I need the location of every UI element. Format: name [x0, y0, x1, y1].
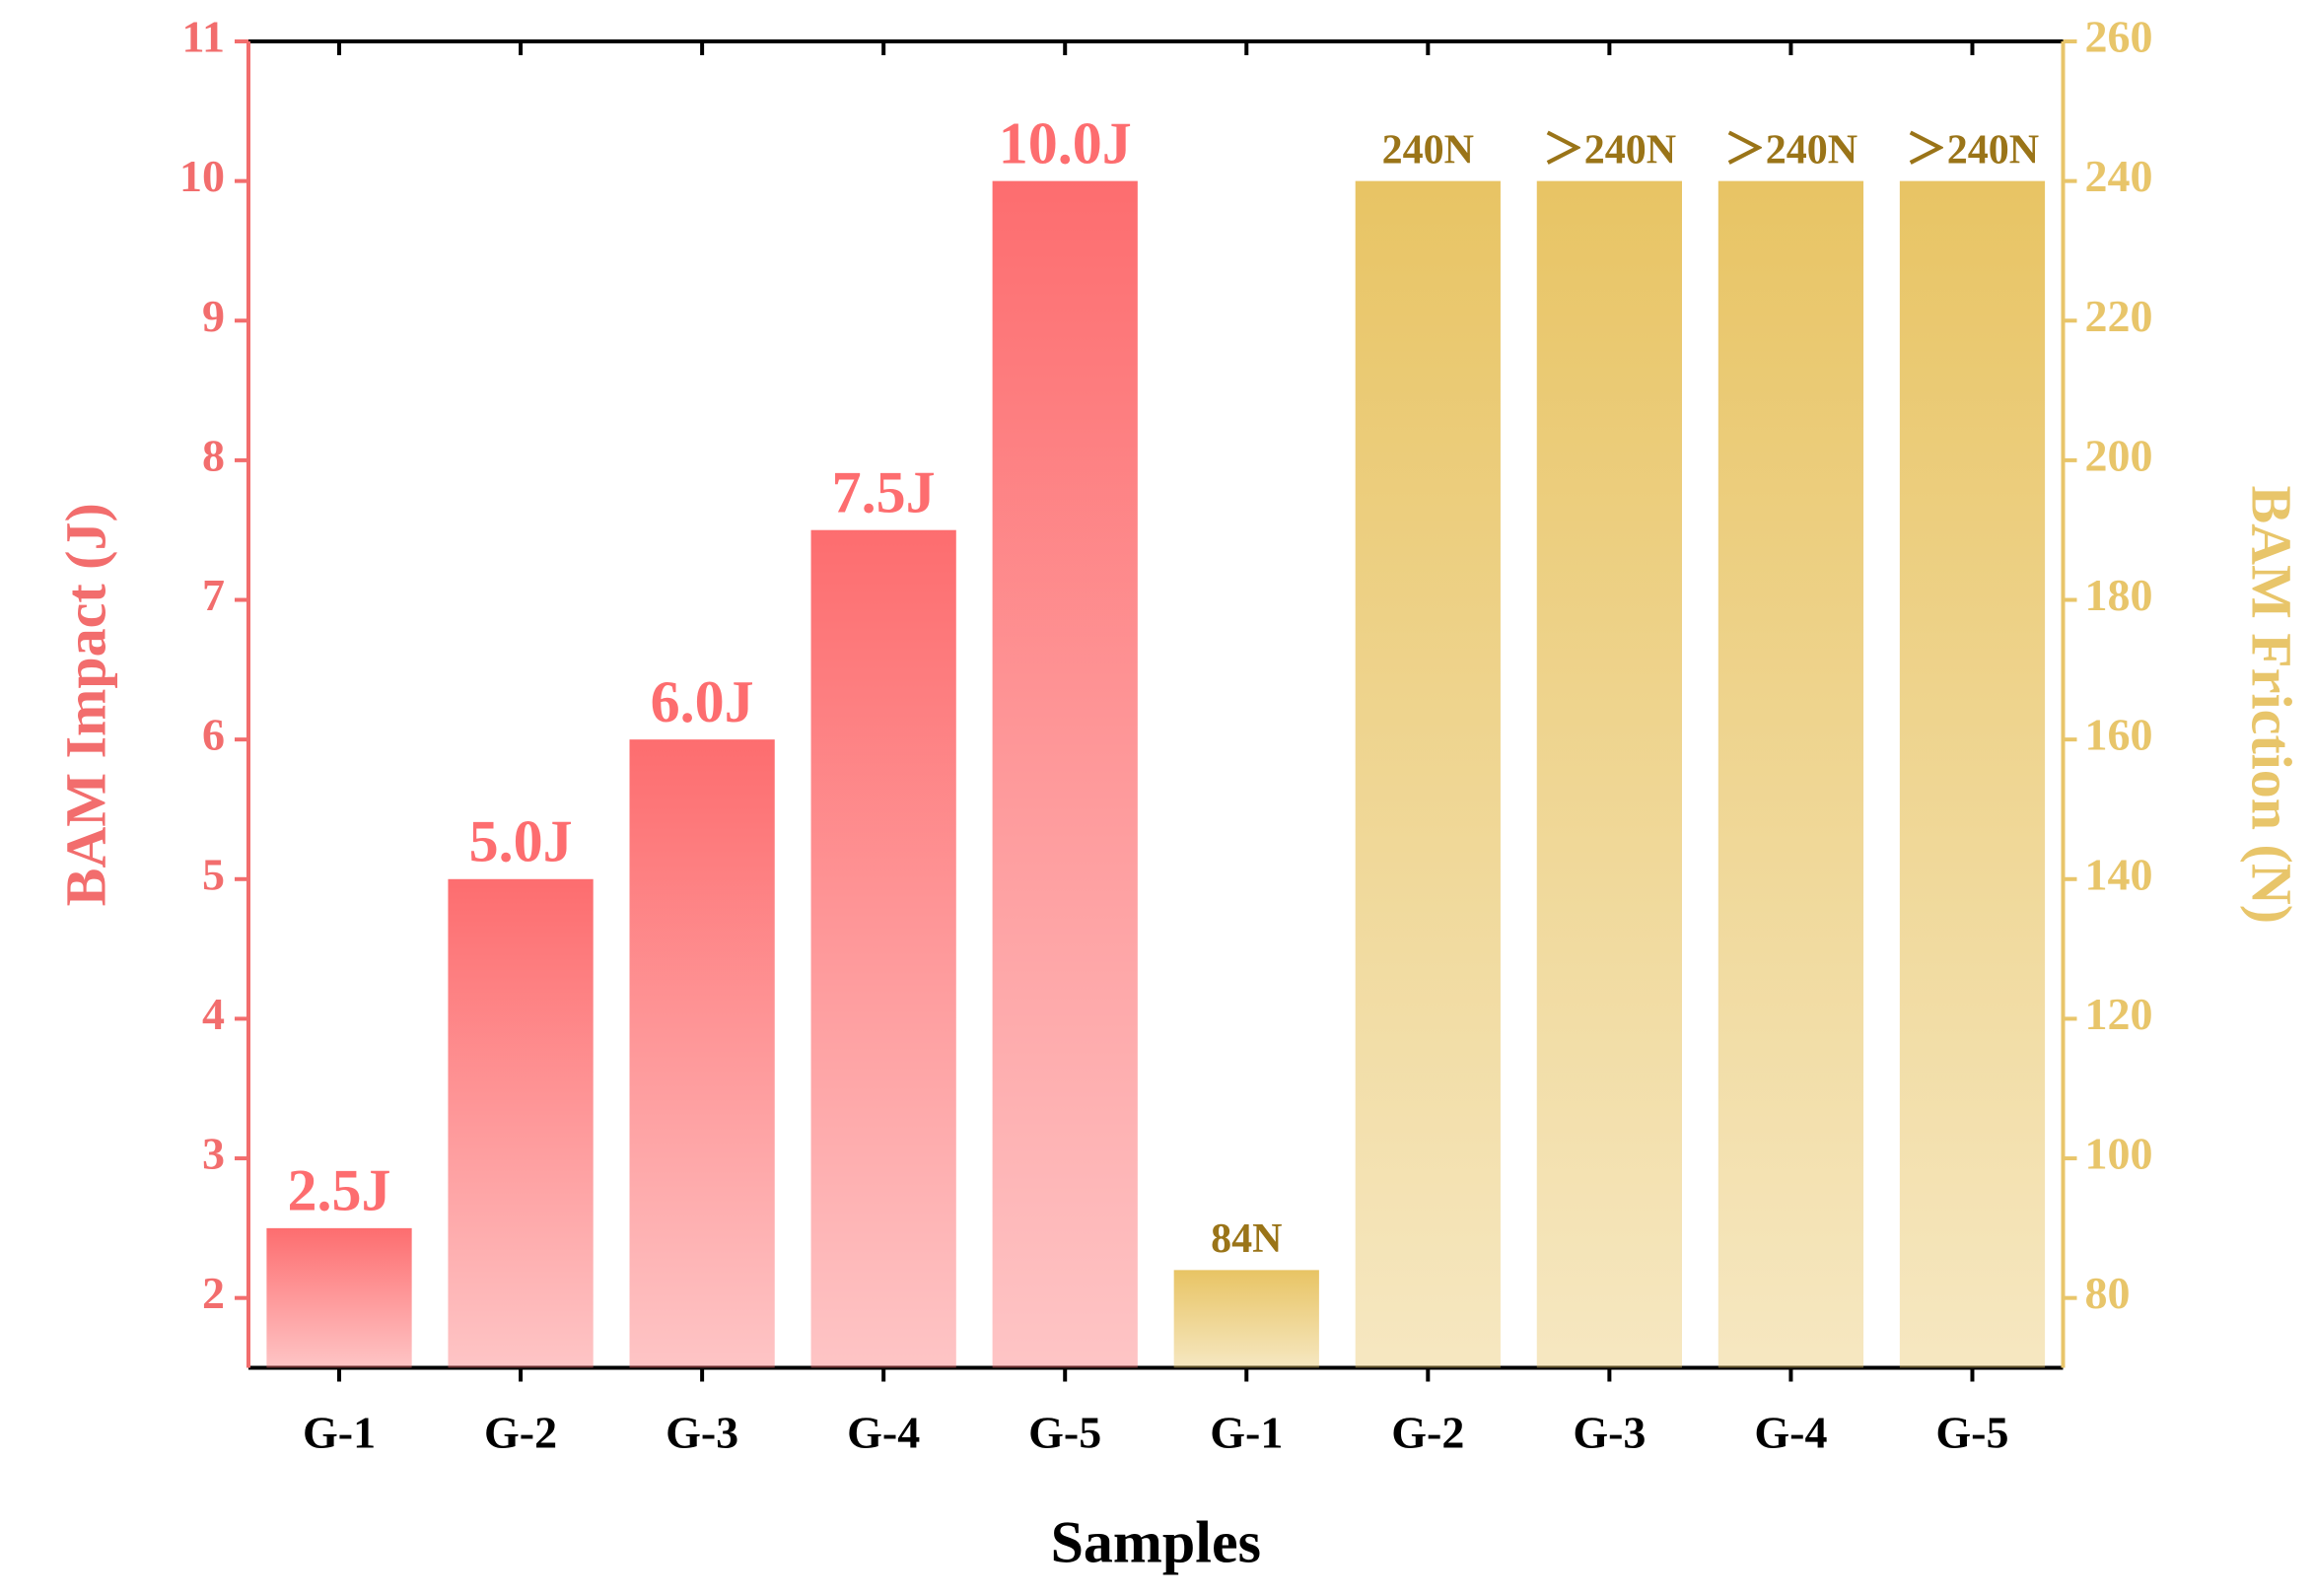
bar	[629, 739, 775, 1368]
bar	[992, 180, 1138, 1368]
y2-tick-label: 160	[2085, 710, 2153, 760]
y-tick-label: 2	[202, 1268, 225, 1318]
value-label: ＞240N	[1724, 127, 1857, 173]
bar	[448, 878, 594, 1368]
x-tick-label: G-4	[847, 1408, 920, 1458]
x-tick-label: G-5	[1935, 1408, 2008, 1458]
x-tick-label: G-3	[1573, 1408, 1646, 1458]
y2-tick-label: 240	[2085, 151, 2153, 201]
bar	[266, 1227, 412, 1368]
bar	[810, 529, 956, 1368]
y-tick-label: 5	[202, 849, 225, 899]
value-label: 7.5J	[832, 459, 936, 524]
y-tick-label: 7	[202, 570, 225, 620]
bar	[1899, 180, 2046, 1368]
y-tick-label: 11	[182, 12, 225, 62]
x-tick-label: G-1	[1210, 1408, 1283, 1458]
value-label: ＞240N	[1543, 127, 1676, 173]
y2-tick-label: 140	[2085, 849, 2153, 899]
y2-axis-title: BAM Friction (N)	[2240, 485, 2304, 924]
bar	[1355, 180, 1501, 1368]
x-tick-label: G-1	[303, 1408, 376, 1458]
value-label: 5.0J	[469, 809, 573, 874]
y2-tick-label: 200	[2085, 430, 2153, 480]
y2-tick-label: 260	[2085, 12, 2153, 62]
bar	[1717, 180, 1864, 1368]
y-tick-label: 10	[179, 151, 225, 201]
y-tick-label: 6	[202, 710, 225, 760]
x-tick-label: G-3	[666, 1408, 738, 1458]
bar	[1173, 1270, 1319, 1368]
y2-tick-label: 120	[2085, 989, 2153, 1039]
y2-tick-label: 180	[2085, 570, 2153, 620]
value-label: 240N	[1382, 127, 1474, 173]
x-tick-label: G-2	[1391, 1408, 1464, 1458]
y-axis-title: BAM Impact (J)	[53, 503, 117, 906]
y-tick-label: 3	[202, 1129, 225, 1179]
x-axis-title: Samples	[1051, 1509, 1261, 1574]
y2-tick-label: 80	[2085, 1268, 2131, 1318]
x-tick-label: G-5	[1028, 1408, 1101, 1458]
y-tick-label: 9	[202, 291, 225, 341]
value-label: 10.0J	[999, 110, 1132, 175]
y2-tick-label: 220	[2085, 291, 2153, 341]
value-label: 6.0J	[651, 669, 754, 734]
y-tick-label: 4	[202, 989, 225, 1039]
bar	[1536, 180, 1682, 1368]
y2-tick-label: 100	[2085, 1129, 2153, 1179]
value-label: 84N	[1211, 1216, 1282, 1262]
x-tick-label: G-4	[1754, 1408, 1827, 1458]
value-label: 2.5J	[288, 1158, 391, 1223]
value-label: ＞240N	[1906, 127, 2039, 173]
x-tick-label: G-2	[484, 1408, 557, 1458]
y-tick-label: 8	[202, 430, 225, 480]
